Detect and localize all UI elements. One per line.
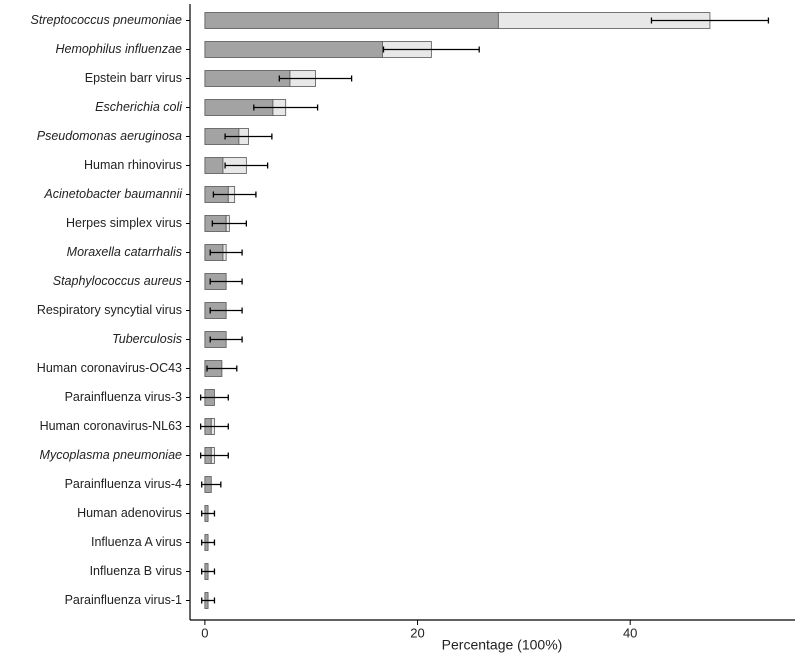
y-tick-label: Mycoplasma pneumoniae — [40, 448, 182, 462]
y-tick-label: Human coronavirus-OC43 — [37, 361, 182, 375]
bar — [204, 70, 291, 87]
error-bar — [382, 46, 480, 53]
error-bar — [211, 220, 248, 227]
error-bar — [199, 394, 229, 401]
y-tick-label: Influenza A virus — [91, 535, 182, 549]
error-bar — [224, 133, 273, 140]
y-tick-label: Human rhinovirus — [84, 158, 182, 172]
y-tick-label: Escherichia coli — [95, 100, 183, 114]
y-tick-label: Pseudomonas aeruginosa — [37, 129, 182, 143]
y-tick-label: Epstein barr virus — [85, 71, 182, 85]
y-tick-label: Hemophilus influenzae — [56, 42, 183, 56]
y-tick-label: Acinetobacter baumannii — [43, 187, 183, 201]
error-bar — [201, 597, 216, 604]
y-tick-label: Parainfluenza virus-4 — [65, 477, 182, 491]
x-tick-label: 20 — [410, 625, 424, 640]
error-bar — [199, 423, 229, 430]
error-bar — [209, 249, 243, 256]
y-tick-label: Streptococcus pneumoniae — [31, 13, 183, 27]
y-tick-label: Staphylococcus aureus — [53, 274, 182, 288]
x-axis-label: Percentage (100%) — [442, 637, 563, 653]
error-bar — [278, 75, 353, 82]
error-bar — [209, 336, 243, 343]
error-bar — [209, 307, 243, 314]
error-bar — [209, 278, 243, 285]
error-bar — [224, 162, 269, 169]
x-tick-label: 40 — [623, 625, 637, 640]
bar — [204, 157, 224, 174]
error-bar — [201, 510, 216, 517]
y-tick-label: Human adenovirus — [77, 506, 182, 520]
error-bar — [201, 481, 222, 488]
error-bar — [201, 568, 216, 575]
y-tick-label: Herpes simplex virus — [66, 216, 182, 230]
bar — [204, 12, 499, 29]
error-bar — [212, 191, 257, 198]
y-tick-label: Moraxella catarrhalis — [67, 245, 182, 259]
y-tick-label: Influenza B virus — [90, 564, 182, 578]
bar — [204, 41, 383, 58]
error-bar — [199, 452, 229, 459]
y-tick-label: Parainfluenza virus-1 — [65, 593, 182, 607]
error-bar — [201, 539, 216, 546]
error-bar — [206, 365, 238, 372]
y-tick-label: Tuberculosis — [112, 332, 182, 346]
y-tick-label: Parainfluenza virus-3 — [65, 390, 182, 404]
error-bar — [253, 104, 319, 111]
y-tick-label: Human coronavirus-NL63 — [40, 419, 182, 433]
x-tick-label: 0 — [201, 625, 208, 640]
y-tick-label: Respiratory syncytial virus — [37, 303, 182, 317]
error-bar — [650, 17, 770, 24]
